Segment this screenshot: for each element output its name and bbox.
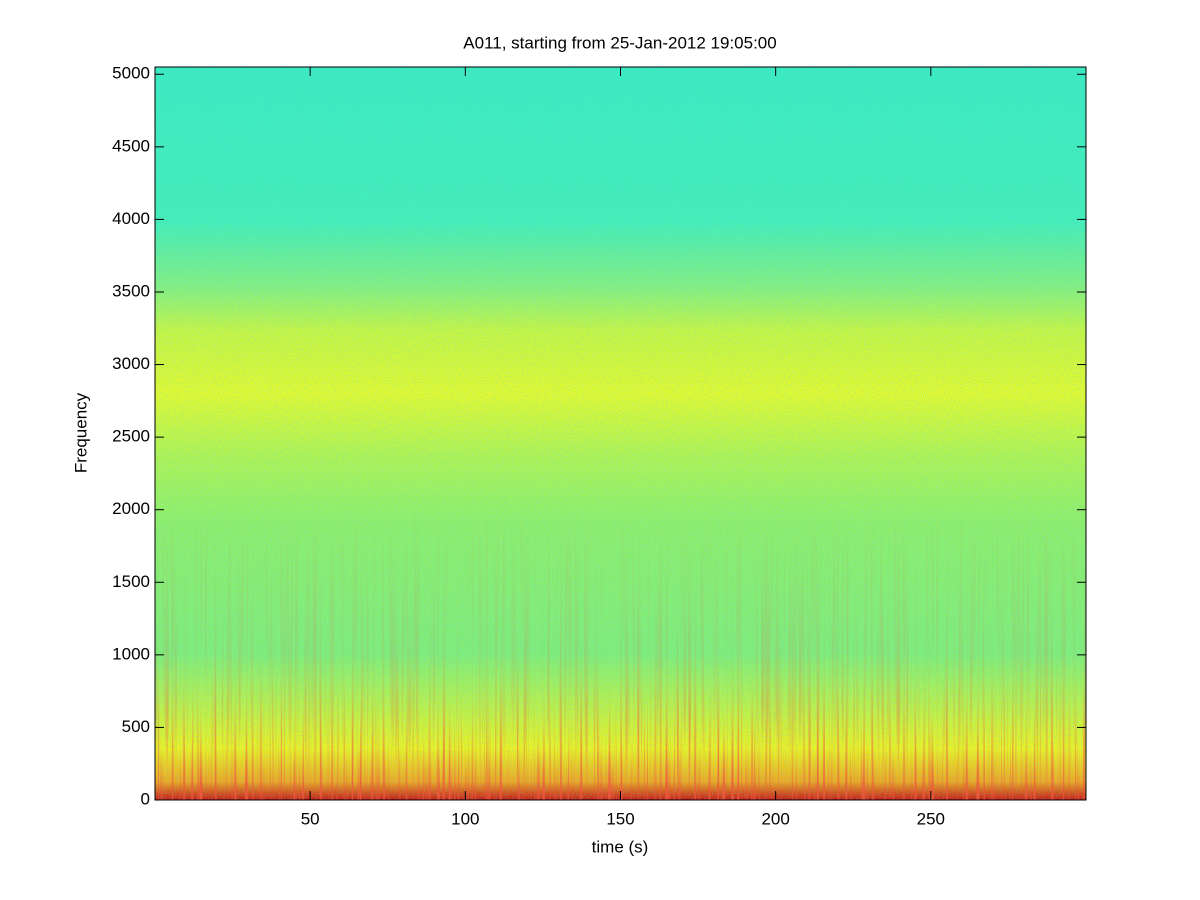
y-tick-label: 500 xyxy=(122,717,150,736)
y-tick-label: 4000 xyxy=(112,209,150,228)
y-axis-label: Frequency xyxy=(71,392,90,473)
x-tick-label: 200 xyxy=(761,809,789,828)
y-tick-label: 2000 xyxy=(112,499,150,518)
x-tick-label: 100 xyxy=(451,809,479,828)
x-tick-label: 250 xyxy=(917,809,945,828)
y-tick-label: 3000 xyxy=(112,354,150,373)
y-tick-label: 0 xyxy=(141,789,150,808)
chart-title: A011, starting from 25-Jan-2012 19:05:00 xyxy=(463,33,776,52)
y-tick-label: 4500 xyxy=(112,136,150,155)
spectrogram-streaks xyxy=(155,500,1086,800)
y-tick-label: 2500 xyxy=(112,427,150,446)
x-tick-label: 50 xyxy=(301,809,320,828)
y-tick-label: 5000 xyxy=(112,64,150,83)
x-axis-label: time (s) xyxy=(592,837,649,856)
x-tick-label: 150 xyxy=(606,809,634,828)
y-tick-label: 3500 xyxy=(112,281,150,300)
y-tick-label: 1500 xyxy=(112,572,150,591)
y-tick-label: 1000 xyxy=(112,644,150,663)
